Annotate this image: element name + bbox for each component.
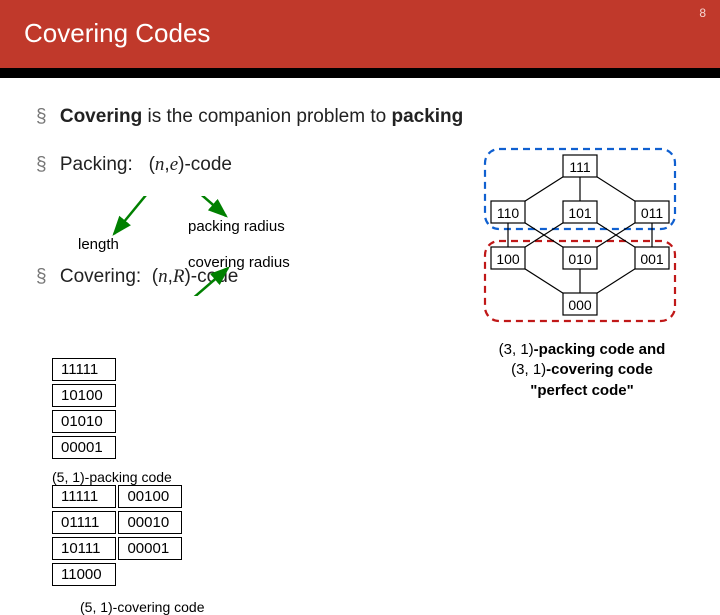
packing-radius-label: packing radius	[188, 218, 285, 235]
perfect-line2-mid: -covering code	[546, 361, 653, 378]
svg-text:000: 000	[568, 297, 592, 313]
svg-text:010: 010	[568, 251, 592, 267]
code-box: 11111	[52, 485, 116, 508]
cube-svg: 111 110 101 011 100 010 001 000	[470, 150, 690, 330]
code-box: 00100	[118, 485, 182, 508]
page-number: 8	[699, 6, 706, 20]
cube-node: 111	[563, 155, 597, 177]
svg-text:100: 100	[496, 251, 520, 267]
packing-code-column: 11111 10100 01010 00001 (5, 1)-packing code	[52, 358, 172, 485]
cube-node: 110	[491, 201, 525, 223]
covering-code-caption: (5, 1)-covering code	[80, 599, 205, 615]
cube-node: 001	[635, 247, 669, 269]
perfect-31b: (3, 1)	[511, 361, 546, 378]
packing-code-e: e	[170, 154, 178, 175]
cube-node: 100	[491, 247, 525, 269]
cube-node: 000	[563, 293, 597, 315]
svg-text:101: 101	[568, 205, 592, 221]
packing-code-paren-r: )-code	[178, 154, 232, 175]
packing-code-n: n	[155, 154, 165, 175]
code-box: 11111	[52, 358, 116, 381]
code-box: 01111	[52, 511, 116, 534]
svg-text:111: 111	[569, 159, 590, 175]
svg-text:001: 001	[640, 251, 664, 267]
cube-diagram: 111 110 101 011 100 010 001 000	[470, 150, 690, 340]
bullet-marker-icon: §	[36, 266, 47, 287]
code-box: 10100	[52, 384, 116, 407]
length-label: length	[78, 236, 119, 253]
bullet-marker-icon: §	[36, 106, 47, 127]
slide-title: Covering Codes	[24, 18, 696, 49]
covering-radius-label: covering radius	[188, 254, 290, 271]
codes-area: 11111 10100 01010 00001 (5, 1)-packing code…	[52, 358, 412, 615]
svg-text:110: 110	[497, 205, 520, 221]
packing-label: Packing:	[60, 154, 133, 175]
perfect-code-caption: (3, 1)-packing code and (3, 1)-covering …	[472, 340, 692, 401]
cube-node: 011	[635, 201, 669, 223]
arrow-diagram: length packing radius covering radius	[78, 196, 338, 286]
slide-header: 8 Covering Codes	[0, 0, 720, 68]
perfect-line1-mid: -packing code and	[534, 341, 666, 358]
code-box: 01010	[52, 410, 116, 433]
packing-code-caption: (5, 1)-packing code	[52, 469, 172, 485]
covering-code-column: 11111 01111 10111 11000 00100 00010 00001 (5,…	[52, 485, 205, 615]
svg-text:011: 011	[641, 205, 664, 221]
code-box: 10111	[52, 537, 116, 560]
cube-node: 010	[563, 247, 597, 269]
header-divider	[0, 68, 720, 78]
bullet-covering-packing: § Covering is the companion problem to p…	[36, 106, 684, 128]
cube-node: 101	[563, 201, 597, 223]
covering-word: Covering	[60, 106, 142, 127]
perfect-31a: (3, 1)	[499, 341, 534, 358]
code-box: 11000	[52, 563, 116, 586]
code-box: 00001	[118, 537, 182, 560]
perfect-line3: "perfect code"	[530, 382, 633, 399]
bullet-marker-icon: §	[36, 154, 47, 175]
code-box: 00010	[118, 511, 182, 534]
line1-mid: is the companion problem to	[142, 106, 391, 127]
packing-word: packing	[391, 106, 463, 127]
code-box: 00001	[52, 436, 116, 459]
